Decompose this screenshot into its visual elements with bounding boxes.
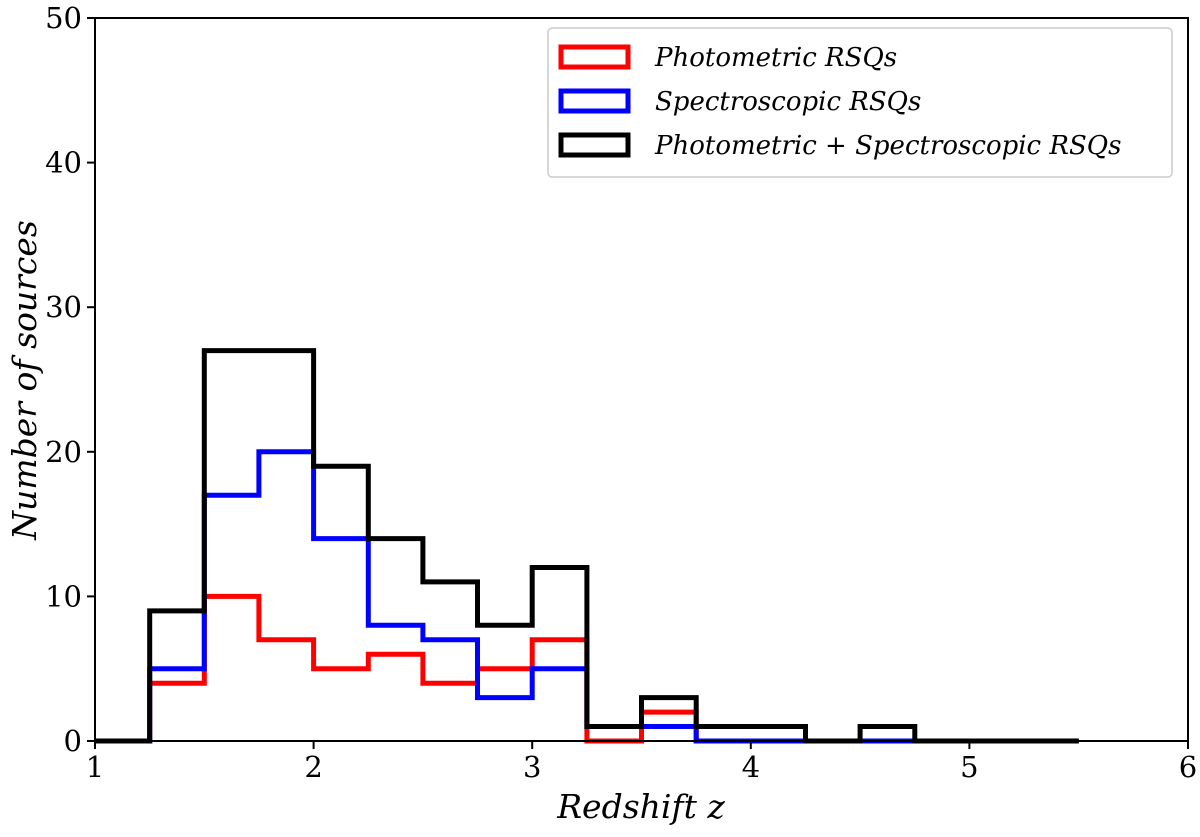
x-tick-label: 5 — [960, 750, 978, 784]
x-axis-title: Redshift z — [556, 787, 725, 826]
y-tick-label: 0 — [64, 724, 82, 758]
series-layer — [95, 348, 1079, 744]
x-tick-label: 6 — [1179, 750, 1197, 784]
legend-swatch — [558, 88, 631, 114]
histogram-series-3 — [95, 348, 1079, 744]
y-tick-label: 20 — [45, 435, 82, 469]
ticks-layer: 1 2 3 4 5 6 0 10 20 30 40 50 — [45, 1, 1197, 784]
legend-swatch — [558, 44, 631, 70]
x-tick-label: 3 — [523, 750, 541, 784]
y-tick-label: 40 — [45, 146, 82, 180]
x-tick-label: 1 — [86, 750, 104, 784]
legend: Photometric RSQs Spectroscopic RSQs Photom… — [547, 27, 1173, 178]
axes-frame — [94, 17, 1189, 742]
x-tick-label: 4 — [742, 750, 760, 784]
x-tick-label: 2 — [304, 750, 322, 784]
y-axis-title: Number of sources — [5, 220, 44, 541]
y-tick-label: 10 — [45, 579, 82, 613]
legend-swatch — [558, 132, 631, 158]
legend-label: Photometric + Spectroscopic RSQs — [654, 131, 1121, 161]
y-tick-label: 30 — [45, 290, 82, 324]
y-tick-label: 50 — [45, 1, 82, 35]
legend-box — [547, 27, 1173, 178]
legend-label: Photometric RSQs — [654, 43, 897, 73]
legend-label: Spectroscopic RSQs — [655, 87, 921, 117]
